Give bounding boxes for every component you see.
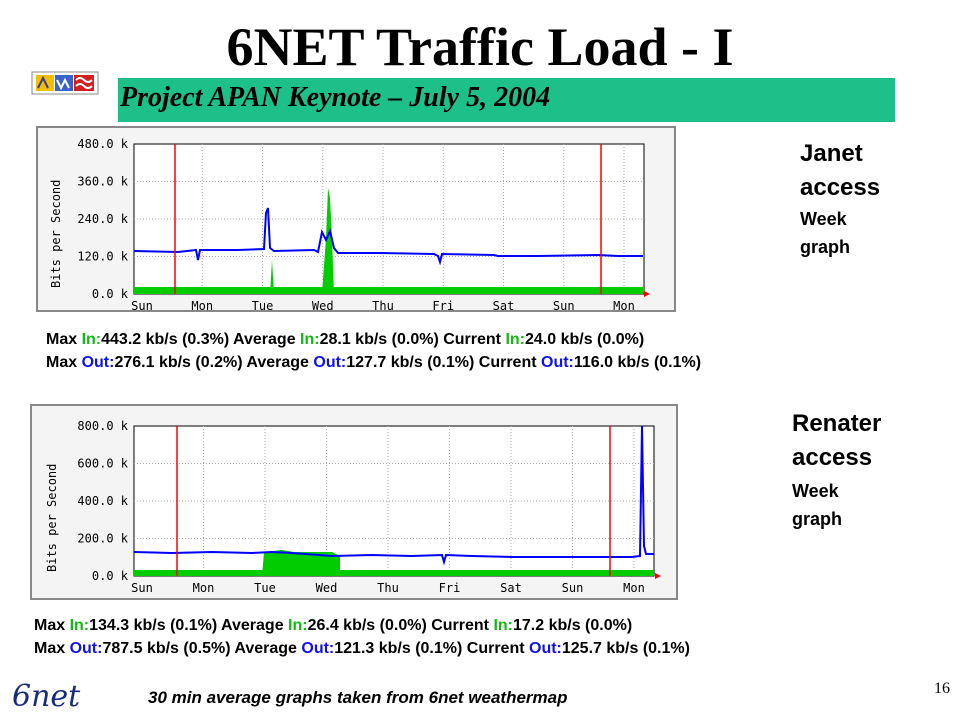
- renater-label-line2: access: [792, 444, 873, 471]
- janet-stats-in-row: Max In:443.2 kb/s (0.3%) Average In:28.1…: [46, 331, 645, 348]
- renater-in-block-tue-wed: [262, 550, 340, 576]
- x-tick-label: Thu: [372, 299, 394, 310]
- slide-title: 6NET Traffic Load - I: [226, 17, 734, 77]
- renater-in-area-base: [134, 570, 654, 576]
- y-tick-label: 360.0 k: [77, 175, 128, 189]
- subtitle-banner: [118, 78, 895, 122]
- x-tick-label: Sun: [131, 299, 153, 310]
- janet-week-graph: Bits per Second 480.0 k 360.0 k 240.0 k 120…: [36, 126, 676, 312]
- renater-stats-out-row: Max Out:787.5 kb/s (0.5%) Average Out:12…: [34, 640, 690, 657]
- renater-week-graph: Bits per Second 800.0 k 600.0 k 400.0 k 200…: [30, 404, 678, 600]
- y-tick-label: 480.0 k: [77, 137, 128, 151]
- renater-now-arrow-icon: [655, 573, 661, 579]
- janet-out-series: [133, 207, 643, 266]
- ylabel-text: Bits per Second: [45, 464, 59, 572]
- x-tick-label: Fri: [432, 299, 454, 310]
- renater-y-axis-label: Bits per Second: [45, 464, 59, 572]
- janet-stats: Max In:443.2 kb/s (0.3%) Average In:28.1…: [46, 328, 701, 374]
- janet-in-area-base: [134, 287, 643, 294]
- x-tick-label: Wed: [312, 299, 334, 310]
- janet-now-arrow-icon: [644, 291, 650, 297]
- footer-caption: 30 min average graphs taken from 6net we…: [148, 688, 568, 707]
- slide-subtitle: Project APAN Keynote – July 5, 2004: [120, 82, 551, 113]
- information-society-logo: [31, 71, 99, 95]
- janet-in-spike-tue: [270, 260, 274, 294]
- x-tick-label: Sun: [131, 581, 153, 595]
- x-tick-label: Mon: [191, 299, 213, 310]
- x-tick-label: Thu: [377, 581, 399, 595]
- janet-label-line3: Week: [800, 209, 847, 229]
- janet-label-line2: access: [800, 174, 881, 201]
- svg-text:6net: 6net: [12, 679, 81, 714]
- x-tick-label: Tue: [252, 299, 274, 310]
- x-tick-label: Sun: [562, 581, 584, 595]
- janet-label-line1: Janet: [800, 140, 863, 167]
- x-tick-label: Mon: [623, 581, 645, 595]
- x-tick-label: Mon: [193, 581, 215, 595]
- y-tick-label: 240.0 k: [77, 212, 128, 226]
- x-tick-label: Sat: [493, 299, 515, 310]
- janet-label-line4: graph: [800, 237, 851, 257]
- x-tick-label: Fri: [439, 581, 461, 595]
- y-tick-label: 400.0 k: [77, 494, 128, 508]
- renater-label-line1: Renater: [792, 410, 882, 437]
- janet-y-axis-label: Bits per Second: [49, 180, 63, 288]
- x-tick-label: Mon: [613, 299, 635, 310]
- ylabel-text: Bits per Second: [49, 180, 63, 288]
- y-tick-label: 800.0 k: [77, 419, 128, 433]
- page-number: 16: [934, 680, 950, 697]
- janet-in-spike-wed: [322, 188, 334, 294]
- y-tick-label: 600.0 k: [77, 457, 128, 471]
- x-tick-label: Wed: [316, 581, 338, 595]
- y-tick-label: 0.0 k: [92, 569, 129, 583]
- y-tick-label: 0.0 k: [92, 287, 129, 301]
- x-tick-label: Sat: [500, 581, 522, 595]
- renater-label-line3: Week: [792, 481, 839, 501]
- janet-stats-out-row: Max Out:276.1 kb/s (0.2%) Average Out:12…: [46, 354, 702, 371]
- renater-out-series: [133, 425, 654, 566]
- renater-stats-in-row: Max In:134.3 kb/s (0.1%) Average In:26.4…: [34, 617, 633, 634]
- y-tick-label: 200.0 k: [77, 532, 128, 546]
- 6net-logo: 6net: [12, 679, 81, 714]
- x-tick-label: Tue: [254, 581, 276, 595]
- renater-stats: Max In:134.3 kb/s (0.1%) Average In:26.4…: [34, 614, 690, 660]
- x-tick-label: Sun: [553, 299, 575, 310]
- y-tick-label: 120.0 k: [77, 250, 128, 264]
- renater-label-line4: graph: [792, 509, 843, 529]
